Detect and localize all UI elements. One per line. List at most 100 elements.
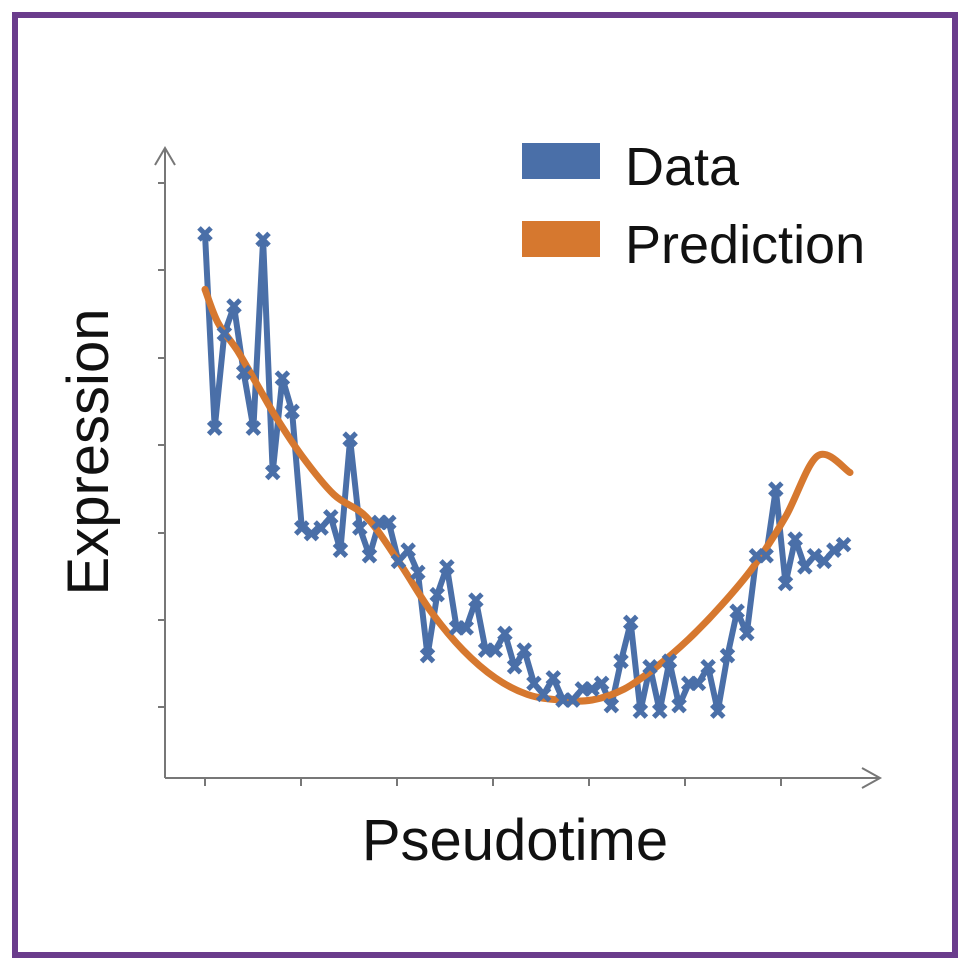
data-point-stroke <box>545 670 562 686</box>
data-point-stroke <box>458 620 474 636</box>
data-point <box>719 647 736 664</box>
data-point-stroke <box>206 420 223 436</box>
data-point-stroke <box>632 703 649 719</box>
data-point <box>303 525 320 542</box>
data-point <box>439 559 455 575</box>
data-point-stroke <box>352 520 368 536</box>
data-point-stroke <box>516 642 533 658</box>
data-point <box>564 692 581 708</box>
legend-swatch-prediction <box>522 221 600 257</box>
data-point-stroke <box>235 364 252 381</box>
data-point-stroke <box>468 592 484 608</box>
data-point <box>787 531 803 547</box>
data-point <box>642 658 658 675</box>
legend-swatch-data <box>522 143 600 179</box>
data-point <box>816 553 832 570</box>
data-point <box>739 625 755 642</box>
data-point-stroke <box>293 520 310 536</box>
data-point-stroke <box>622 614 639 631</box>
data-point <box>216 325 233 342</box>
data-point <box>293 520 310 536</box>
data-point <box>690 675 707 692</box>
data-point-stroke <box>584 681 600 697</box>
data-point-stroke <box>816 553 832 570</box>
data-point <box>264 464 281 481</box>
data-point-stroke <box>390 553 407 570</box>
data-point <box>526 675 542 692</box>
data-point-stroke <box>226 298 242 314</box>
data-point <box>651 703 668 719</box>
data-point <box>429 586 445 603</box>
y-axis-label: Expression <box>56 309 121 596</box>
data-point <box>806 547 823 564</box>
data-point <box>835 536 852 553</box>
data-point <box>826 542 842 558</box>
data-point <box>381 514 397 531</box>
series-layer <box>197 226 854 719</box>
data-point-stroke <box>400 542 416 558</box>
data-point-stroke <box>661 653 678 669</box>
data-point <box>352 520 368 536</box>
data-point <box>390 553 407 570</box>
data-point <box>603 697 620 714</box>
data-point-stroke <box>797 559 813 575</box>
data-point <box>671 697 687 714</box>
data-point-stroke <box>710 703 726 719</box>
data-point <box>400 542 416 558</box>
data-point <box>632 703 649 719</box>
data-point <box>274 370 291 386</box>
data-point-stroke <box>313 520 329 536</box>
data-point <box>313 520 329 536</box>
data-point <box>516 642 533 658</box>
data-point <box>226 298 242 314</box>
data-point <box>584 681 600 697</box>
data-point <box>797 559 813 575</box>
data-point-stroke <box>835 536 852 553</box>
data-point-stroke <box>264 464 281 481</box>
x-axis-label: Pseudotime <box>362 808 668 873</box>
prediction-series-line <box>201 285 854 705</box>
data-point-stroke <box>613 653 629 669</box>
data-point <box>458 620 474 636</box>
data-point-stroke <box>806 547 823 564</box>
data-point-stroke <box>506 658 523 675</box>
data-point <box>197 226 213 242</box>
data-point-stroke <box>826 542 842 558</box>
data-point <box>758 547 774 564</box>
data-point-stroke <box>535 686 552 703</box>
data-point-stroke <box>197 226 213 242</box>
data-point <box>777 575 794 592</box>
data-point-stroke <box>381 514 397 531</box>
data-point <box>729 603 745 620</box>
data-point <box>206 420 223 436</box>
data-point-stroke <box>651 703 668 719</box>
x-axis-arrow <box>861 767 883 789</box>
data-point-stroke <box>361 547 378 564</box>
data-point <box>323 509 339 525</box>
data-point <box>419 647 436 664</box>
data-point-stroke <box>274 370 291 386</box>
data-point-stroke <box>497 625 513 642</box>
data-point-stroke <box>787 531 803 547</box>
data-point <box>497 625 513 642</box>
data-point <box>255 231 271 248</box>
data-point <box>468 592 484 608</box>
data-point-stroke <box>642 658 658 675</box>
data-point <box>593 675 610 692</box>
data-point-stroke <box>739 625 755 642</box>
data-point-stroke <box>284 403 300 420</box>
data-point-stroke <box>303 525 320 542</box>
data-point <box>700 658 716 675</box>
legend-label-data: Data <box>625 137 740 197</box>
data-point-stroke <box>439 559 455 575</box>
data-point <box>661 653 678 669</box>
data-point-stroke <box>487 642 504 658</box>
data-point <box>710 703 726 719</box>
data-series-line <box>202 233 846 715</box>
data-point-stroke <box>690 675 707 692</box>
data-point-stroke <box>419 647 436 664</box>
data-point <box>245 420 262 436</box>
data-point-stroke <box>768 481 784 497</box>
data-point-stroke <box>410 564 426 581</box>
